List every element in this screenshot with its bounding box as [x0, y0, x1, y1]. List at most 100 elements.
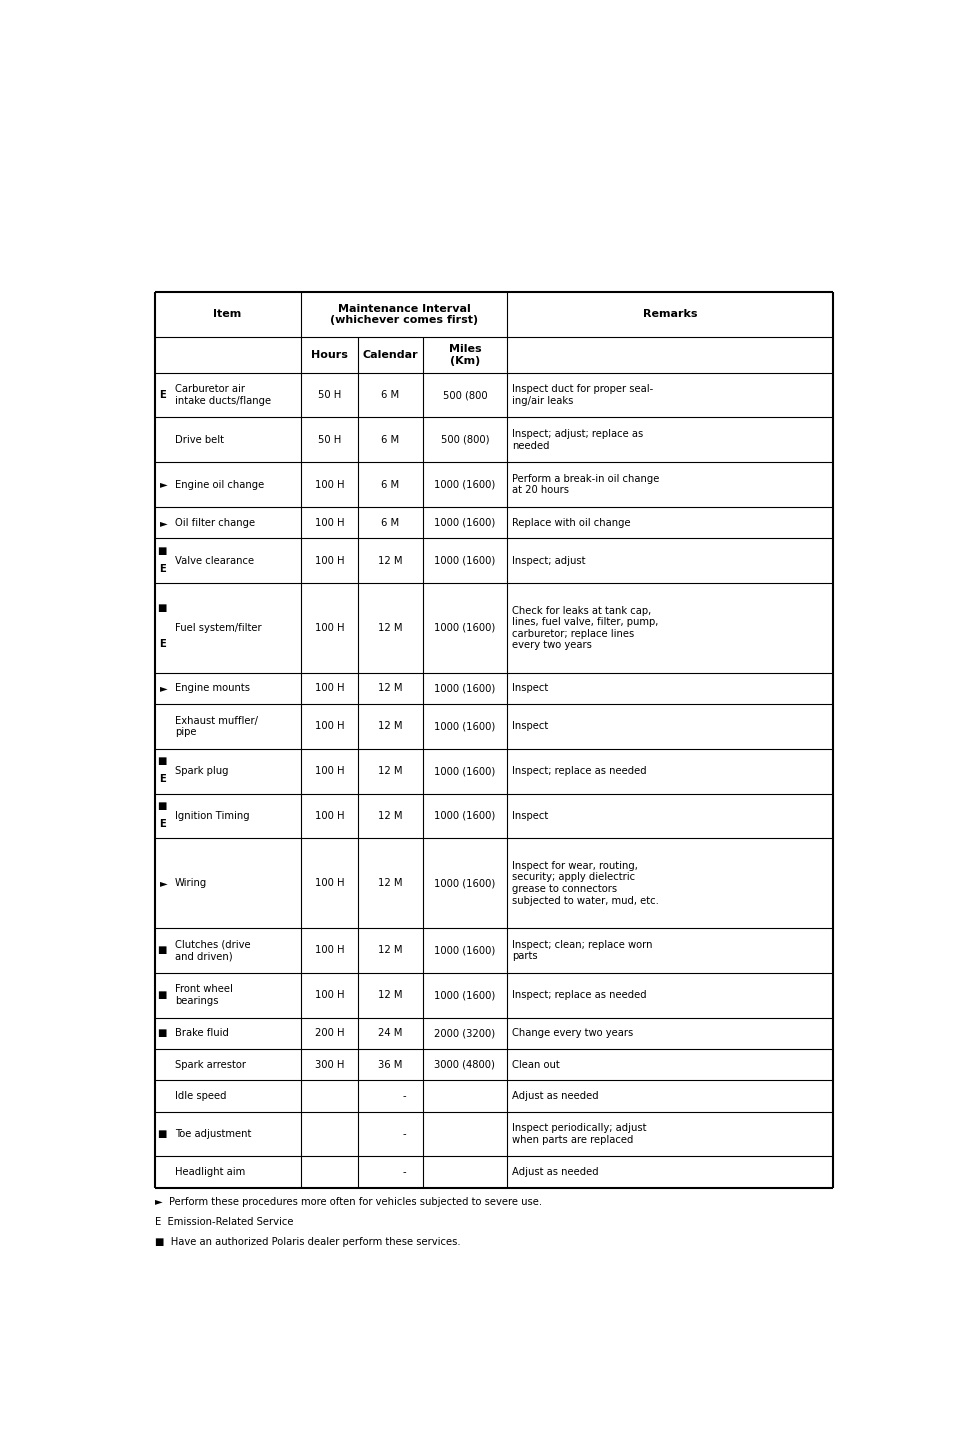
Text: 12 M: 12 M [377, 683, 402, 694]
Text: 500 (800: 500 (800 [442, 390, 487, 400]
Text: ■: ■ [157, 1128, 167, 1138]
Text: 6 M: 6 M [381, 435, 399, 445]
Text: Clean out: Clean out [512, 1060, 559, 1070]
Text: 1000 (1600): 1000 (1600) [434, 683, 495, 694]
Text: Inspect; adjust: Inspect; adjust [512, 555, 585, 566]
Text: ■: ■ [157, 945, 167, 955]
Text: 12 M: 12 M [377, 990, 402, 1000]
Text: Carburetor air
intake ducts/flange: Carburetor air intake ducts/flange [174, 384, 271, 406]
Text: Brake fluid: Brake fluid [174, 1028, 229, 1038]
Text: 1000 (1600): 1000 (1600) [434, 555, 495, 566]
Text: Inspect duct for proper seal-
ing/air leaks: Inspect duct for proper seal- ing/air le… [512, 384, 653, 406]
Text: ►  Perform these procedures more often for vehicles subjected to severe use.: ► Perform these procedures more often fo… [154, 1197, 541, 1207]
Text: ■  Have an authorized Polaris dealer perform these services.: ■ Have an authorized Polaris dealer perf… [154, 1237, 460, 1248]
Text: Inspect; clean; replace worn
parts: Inspect; clean; replace worn parts [512, 939, 652, 961]
Text: ■: ■ [157, 545, 167, 555]
Text: 1000 (1600): 1000 (1600) [434, 811, 495, 822]
Text: Engine mounts: Engine mounts [174, 683, 250, 694]
Text: ■: ■ [157, 603, 167, 614]
Text: 50 H: 50 H [317, 435, 340, 445]
Text: 1000 (1600): 1000 (1600) [434, 766, 495, 776]
Text: Clutches (drive
and driven): Clutches (drive and driven) [174, 939, 250, 961]
Text: 100 H: 100 H [314, 622, 344, 632]
Text: Miles
(Km): Miles (Km) [448, 345, 480, 365]
Text: 12 M: 12 M [377, 555, 402, 566]
Text: 12 M: 12 M [377, 811, 402, 822]
Text: 1000 (1600): 1000 (1600) [434, 622, 495, 632]
Text: Change every two years: Change every two years [512, 1028, 633, 1038]
Text: Fuel system/filter: Fuel system/filter [174, 622, 261, 632]
Text: Front wheel
bearings: Front wheel bearings [174, 984, 233, 1006]
Text: E: E [158, 390, 165, 400]
Text: 12 M: 12 M [377, 622, 402, 632]
Text: Exhaust muffler/
pipe: Exhaust muffler/ pipe [174, 715, 257, 737]
Text: 100 H: 100 H [314, 683, 344, 694]
Text: Valve clearance: Valve clearance [174, 555, 253, 566]
Text: E: E [158, 819, 165, 829]
Text: -: - [401, 1090, 405, 1101]
Text: 1000 (1600): 1000 (1600) [434, 721, 495, 731]
Text: 100 H: 100 H [314, 878, 344, 888]
Text: ►: ► [159, 683, 168, 694]
Text: Engine oil change: Engine oil change [174, 480, 264, 490]
Text: Inspect; adjust; replace as
needed: Inspect; adjust; replace as needed [512, 429, 643, 451]
Text: 200 H: 200 H [314, 1028, 344, 1038]
Text: 1000 (1600): 1000 (1600) [434, 480, 495, 490]
Text: 100 H: 100 H [314, 990, 344, 1000]
Text: E  Emission-Related Service: E Emission-Related Service [154, 1217, 293, 1227]
Text: 100 H: 100 H [314, 945, 344, 955]
Text: E: E [158, 564, 165, 574]
Text: Remarks: Remarks [642, 310, 697, 320]
Text: Inspect: Inspect [512, 721, 548, 731]
Text: 1000 (1600): 1000 (1600) [434, 878, 495, 888]
Text: ■: ■ [157, 756, 167, 766]
Text: 24 M: 24 M [377, 1028, 402, 1038]
Text: 12 M: 12 M [377, 721, 402, 731]
Text: Adjust as needed: Adjust as needed [512, 1090, 598, 1101]
Text: Maintenance Interval
(whichever comes first): Maintenance Interval (whichever comes fi… [330, 304, 477, 326]
Text: ►: ► [159, 518, 168, 528]
Text: 12 M: 12 M [377, 766, 402, 776]
Text: 100 H: 100 H [314, 766, 344, 776]
Text: E: E [158, 775, 165, 784]
Text: Inspect; replace as needed: Inspect; replace as needed [512, 766, 646, 776]
Text: -: - [401, 1168, 405, 1178]
Text: Ignition Timing: Ignition Timing [174, 811, 249, 822]
Text: ►: ► [159, 878, 168, 888]
Text: Inspect: Inspect [512, 811, 548, 822]
Text: ►: ► [159, 480, 168, 490]
Text: 6 M: 6 M [381, 480, 399, 490]
Text: ■: ■ [157, 1028, 167, 1038]
Text: Item: Item [213, 310, 241, 320]
Text: Inspect periodically; adjust
when parts are replaced: Inspect periodically; adjust when parts … [512, 1122, 646, 1144]
Text: 12 M: 12 M [377, 878, 402, 888]
Text: Adjust as needed: Adjust as needed [512, 1168, 598, 1178]
Text: Spark plug: Spark plug [174, 766, 228, 776]
Text: 100 H: 100 H [314, 480, 344, 490]
Text: 100 H: 100 H [314, 811, 344, 822]
Text: 1000 (1600): 1000 (1600) [434, 518, 495, 528]
Text: 12 M: 12 M [377, 945, 402, 955]
Text: Drive belt: Drive belt [174, 435, 223, 445]
Text: 6 M: 6 M [381, 518, 399, 528]
Text: Calendar: Calendar [362, 350, 417, 359]
Text: 3000 (4800): 3000 (4800) [434, 1060, 495, 1070]
Text: Spark arrestor: Spark arrestor [174, 1060, 246, 1070]
Text: Wiring: Wiring [174, 878, 207, 888]
Text: Headlight aim: Headlight aim [174, 1168, 245, 1178]
Text: 100 H: 100 H [314, 518, 344, 528]
Text: Inspect: Inspect [512, 683, 548, 694]
Text: 36 M: 36 M [377, 1060, 402, 1070]
Text: 100 H: 100 H [314, 721, 344, 731]
Text: 100 H: 100 H [314, 555, 344, 566]
Text: 300 H: 300 H [314, 1060, 344, 1070]
Text: Oil filter change: Oil filter change [174, 518, 254, 528]
Text: ■: ■ [157, 990, 167, 1000]
Text: ■: ■ [157, 801, 167, 811]
Text: E: E [158, 638, 165, 648]
Text: Replace with oil change: Replace with oil change [512, 518, 631, 528]
Text: 1000 (1600): 1000 (1600) [434, 990, 495, 1000]
Text: 6 M: 6 M [381, 390, 399, 400]
Text: 50 H: 50 H [317, 390, 340, 400]
Text: 2000 (3200): 2000 (3200) [434, 1028, 495, 1038]
